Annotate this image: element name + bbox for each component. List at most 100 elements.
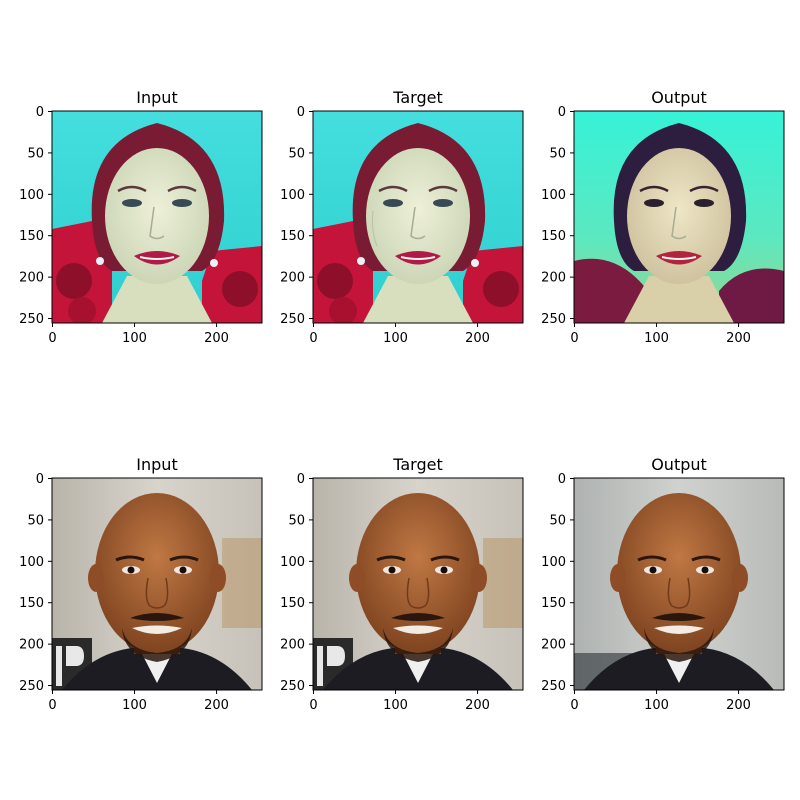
y-tick-label: 0	[36, 472, 44, 487]
y-tick-label: 150	[541, 229, 566, 244]
y-tick-label: 100	[19, 555, 44, 570]
y-tick-label: 150	[541, 596, 566, 611]
x-tick-label: 200	[726, 698, 751, 713]
head	[356, 493, 480, 653]
x-tick-label: 0	[570, 331, 578, 346]
panel-title: Input	[136, 455, 177, 474]
y-tick-label: 0	[558, 472, 566, 487]
head	[617, 493, 741, 653]
eye	[122, 199, 142, 207]
moustache	[652, 613, 706, 621]
eye	[694, 199, 714, 207]
face	[366, 148, 470, 284]
portrait-image	[313, 478, 523, 690]
y-tick-label: 100	[541, 555, 566, 570]
x-tick-label: 100	[383, 698, 408, 713]
beard	[383, 628, 453, 662]
x-tick-label: 0	[48, 331, 56, 346]
lips	[656, 251, 702, 265]
y-tick-label: 50	[549, 146, 566, 161]
x-tick-label: 100	[122, 698, 147, 713]
panel-title: Output	[651, 455, 707, 474]
y-tick-label: 50	[27, 146, 44, 161]
teeth	[654, 625, 704, 634]
x-tick-label: 100	[644, 698, 669, 713]
x-tick-label: 0	[309, 698, 317, 713]
earring	[357, 257, 365, 265]
x-tick-label: 200	[726, 331, 751, 346]
moustache	[391, 613, 445, 621]
y-tick-label: 150	[280, 596, 305, 611]
x-tick-label: 0	[570, 698, 578, 713]
x-tick-label: 0	[48, 698, 56, 713]
y-tick-label: 150	[19, 229, 44, 244]
shoulder-dark	[574, 258, 644, 323]
y-tick-label: 200	[280, 638, 305, 653]
x-tick-label: 100	[644, 331, 669, 346]
y-tick-label: 250	[19, 312, 44, 327]
panel-output: Output 0 50 100 150 200 250 0 100 200	[541, 88, 785, 346]
portrait-image	[574, 478, 784, 690]
portrait-image	[574, 111, 784, 323]
y-tick-label: 250	[541, 312, 566, 327]
y-tick-label: 200	[19, 271, 44, 286]
axes-frame	[573, 110, 785, 324]
panel-input: Input 0 50 100 150 200 250 0 100 200	[19, 455, 263, 713]
eye	[383, 199, 403, 207]
panel-title: Input	[136, 88, 177, 107]
x-tick-label: 200	[204, 331, 229, 346]
axes-frame	[312, 477, 524, 691]
face	[627, 148, 731, 284]
panel-input: Input 0 50 100 150 200 250 0 100 200	[19, 88, 263, 346]
axes-frame	[573, 477, 785, 691]
y-tick-label: 250	[280, 679, 305, 694]
neck	[624, 276, 734, 323]
shoulder-dark	[719, 268, 784, 323]
panel-title: Output	[651, 88, 707, 107]
y-tick-label: 150	[19, 596, 44, 611]
y-tick-label: 0	[297, 105, 305, 120]
y-tick-label: 100	[541, 188, 566, 203]
portrait-image	[313, 111, 523, 323]
panel-output: Output 0 50 100 150 200 250 0 100 200	[541, 455, 785, 713]
x-tick-label: 0	[309, 331, 317, 346]
y-tick-label: 50	[27, 513, 44, 528]
teeth	[393, 625, 443, 634]
panel-title: Target	[392, 455, 443, 474]
y-tick-label: 100	[280, 555, 305, 570]
y-tick-label: 0	[36, 105, 44, 120]
panel-target: Target 0 50 100 150 200 250 0 100 200	[280, 455, 524, 713]
y-tick-label: 50	[288, 146, 305, 161]
earring	[210, 259, 218, 267]
earring	[471, 259, 479, 267]
panel-title: Target	[392, 88, 443, 107]
x-tick-label: 200	[204, 698, 229, 713]
y-tick-label: 100	[19, 188, 44, 203]
x-tick-label: 200	[465, 331, 490, 346]
portrait-image	[52, 478, 262, 690]
moustache	[130, 613, 184, 621]
beard	[644, 628, 714, 662]
eye	[172, 199, 192, 207]
axes-frame	[312, 110, 524, 324]
face	[105, 148, 209, 284]
panel-target: Target 0 50 100 150 200 250 0 100 200	[280, 88, 524, 346]
y-tick-label: 0	[558, 105, 566, 120]
x-tick-label: 200	[465, 698, 490, 713]
y-tick-label: 200	[541, 271, 566, 286]
axes-frame	[51, 110, 263, 324]
axes-frame	[51, 477, 263, 691]
eye	[644, 199, 664, 207]
teeth	[132, 625, 182, 634]
eye	[433, 199, 453, 207]
head	[95, 493, 219, 653]
neck	[363, 276, 473, 323]
y-tick-label: 200	[280, 271, 305, 286]
lips	[134, 251, 180, 265]
y-tick-label: 50	[549, 513, 566, 528]
y-tick-label: 0	[297, 472, 305, 487]
y-tick-label: 150	[280, 229, 305, 244]
y-tick-label: 250	[280, 312, 305, 327]
x-tick-label: 100	[383, 331, 408, 346]
